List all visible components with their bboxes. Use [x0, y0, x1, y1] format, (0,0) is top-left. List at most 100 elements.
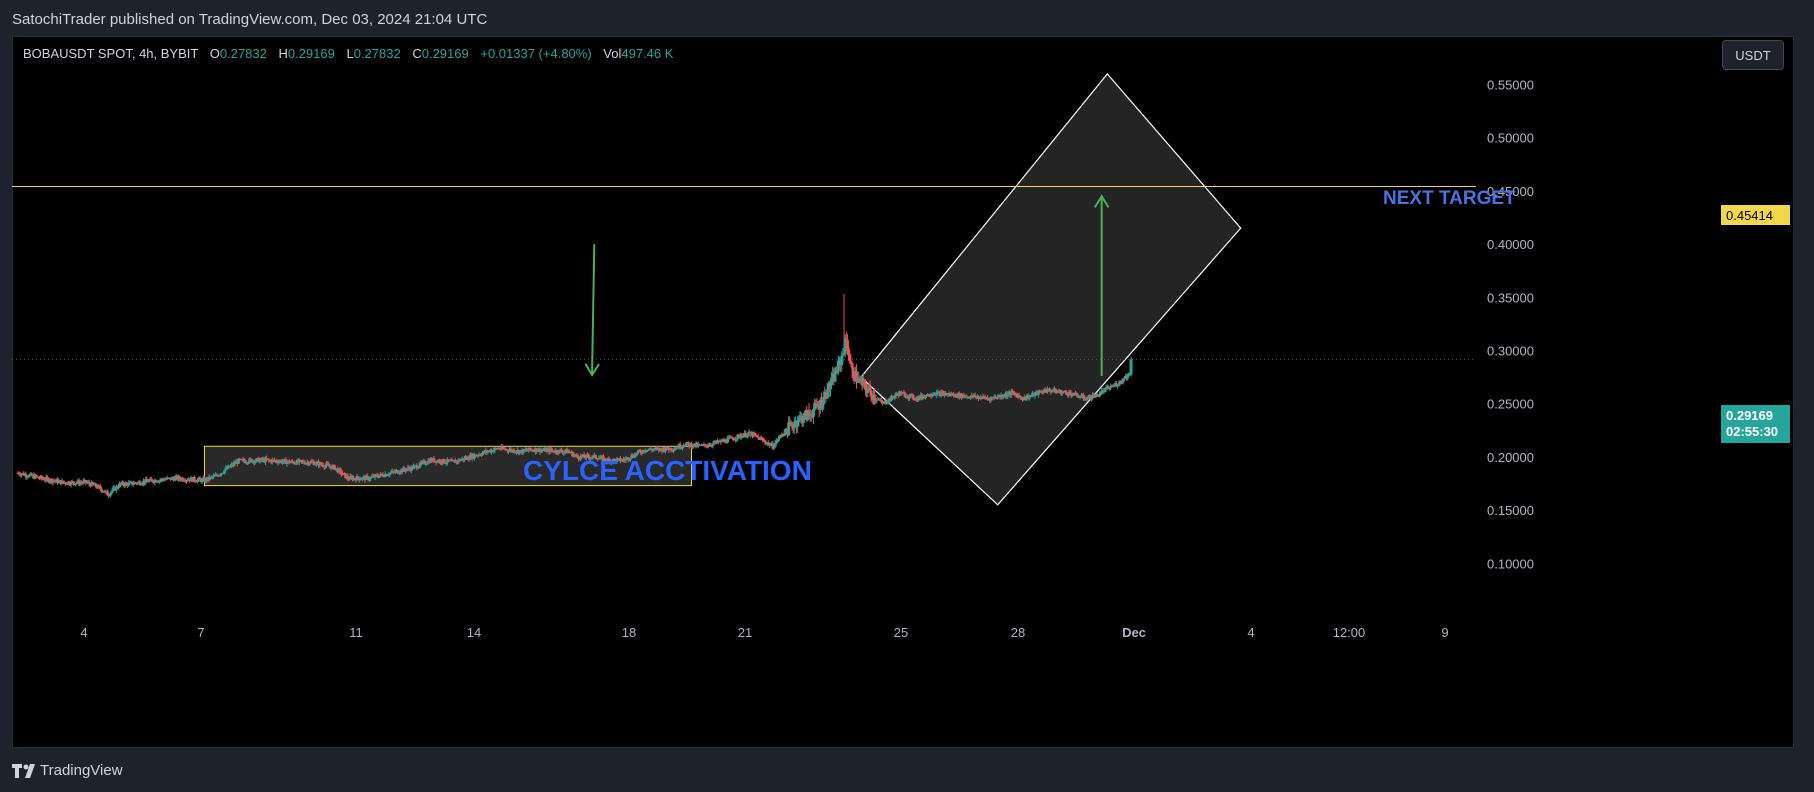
candle-body [360, 479, 364, 481]
candle-body [1118, 381, 1122, 385]
target-channel-box[interactable] [860, 72, 1242, 506]
candle-body [149, 478, 153, 480]
candle-body [69, 481, 73, 485]
candle [381, 472, 385, 478]
candle [939, 389, 943, 398]
high-value: 0.29169 [287, 46, 335, 61]
candle-body [913, 399, 917, 401]
candle-body [270, 459, 274, 463]
consolidation-box[interactable] [203, 445, 692, 487]
candle [1100, 387, 1104, 396]
candle-body [706, 445, 710, 447]
candle-body [836, 360, 840, 372]
candle-body [1085, 398, 1089, 401]
candle-body [784, 428, 788, 431]
candle-body [476, 455, 480, 457]
candle [858, 375, 862, 384]
candle [105, 489, 109, 495]
candle-body [571, 452, 575, 457]
candle-body [619, 460, 623, 462]
candle [423, 459, 427, 465]
candle-body [467, 459, 471, 461]
candle [110, 490, 114, 495]
tradingview-brand[interactable]: TradingView [12, 762, 123, 779]
candle [1053, 387, 1057, 394]
candle-body [767, 442, 771, 446]
next-target-label[interactable]: NEXT TARGET [1383, 188, 1516, 209]
candle [809, 410, 813, 422]
candle-body [809, 413, 813, 417]
volume-label: Vol [603, 46, 622, 61]
candle-body [401, 467, 405, 472]
symbol-name[interactable]: BOBAUSDT SPOT, 4h, BYBIT [23, 46, 199, 61]
candle-body [986, 397, 990, 399]
candle-body [891, 395, 895, 398]
candle-body [873, 394, 877, 401]
candle [366, 475, 370, 482]
candle-body [44, 477, 48, 481]
candle-body [1079, 395, 1083, 398]
cycle-activation-label[interactable]: CYLCE ACCTIVATION [523, 455, 812, 486]
candle-body [139, 484, 143, 486]
candle-body [265, 458, 269, 460]
candle [198, 475, 202, 480]
activation-arrow[interactable] [584, 244, 600, 377]
candle [854, 364, 858, 389]
candle-body [822, 396, 826, 405]
time-axis[interactable]: 4 7 11 14 18 21 25 28 Dec 4 12:00 9 [80, 625, 1448, 640]
candle-body [224, 467, 228, 471]
candle-body [541, 450, 545, 452]
time-tick-label: 18 [622, 625, 636, 640]
candle-body [1009, 391, 1013, 396]
candle-body [1086, 397, 1090, 399]
candle [824, 389, 828, 403]
candle [277, 459, 281, 465]
candle-body [717, 441, 721, 443]
candle-body [628, 458, 632, 460]
candle-body [578, 458, 582, 460]
candle [631, 453, 635, 458]
candle-body [1038, 390, 1042, 393]
price-chart[interactable]: 0.55000 0.50000 0.45000 0.40000 0.35000 0.300… [12, 36, 1794, 748]
candle-body [280, 461, 284, 463]
candle [1115, 385, 1119, 389]
candle [560, 447, 564, 453]
candle-body [748, 431, 752, 434]
candle-body [505, 449, 509, 451]
target-arrow[interactable] [1094, 194, 1110, 377]
candle-body [640, 452, 644, 454]
candle-body [71, 481, 75, 484]
candle-body [327, 464, 331, 467]
chart-drawings[interactable] [12, 72, 1476, 506]
candle [615, 456, 619, 464]
candle-body [802, 412, 806, 420]
candle-body [636, 450, 640, 453]
candle-body [787, 422, 791, 436]
candle-body [388, 473, 392, 475]
candle-body [632, 457, 636, 459]
candle-body [361, 477, 365, 480]
candle-body [525, 449, 528, 451]
candle-body [250, 459, 254, 463]
currency-button[interactable]: USDT [1722, 40, 1784, 70]
chart-overlays[interactable] [584, 194, 1110, 377]
candle-body [373, 474, 377, 478]
candle-body [384, 474, 388, 476]
candle-body [198, 477, 202, 480]
candle-body [835, 371, 839, 374]
candle [1009, 388, 1013, 399]
candle-body [584, 454, 588, 458]
candle-body [1067, 391, 1071, 395]
candle [894, 391, 898, 399]
chart-area[interactable] [12, 36, 1794, 748]
candle [131, 481, 135, 487]
candle-body [308, 463, 312, 465]
candle-body [300, 460, 304, 462]
candle-body [108, 495, 112, 497]
candle-body [549, 448, 553, 451]
price-tick-label: 0.50000 [1487, 131, 1534, 146]
candle [548, 447, 552, 454]
candle-body [138, 481, 142, 485]
price-axis[interactable]: 0.55000 0.50000 0.45000 0.40000 0.35000 0.300… [1487, 78, 1534, 572]
candle-body [1060, 392, 1064, 395]
